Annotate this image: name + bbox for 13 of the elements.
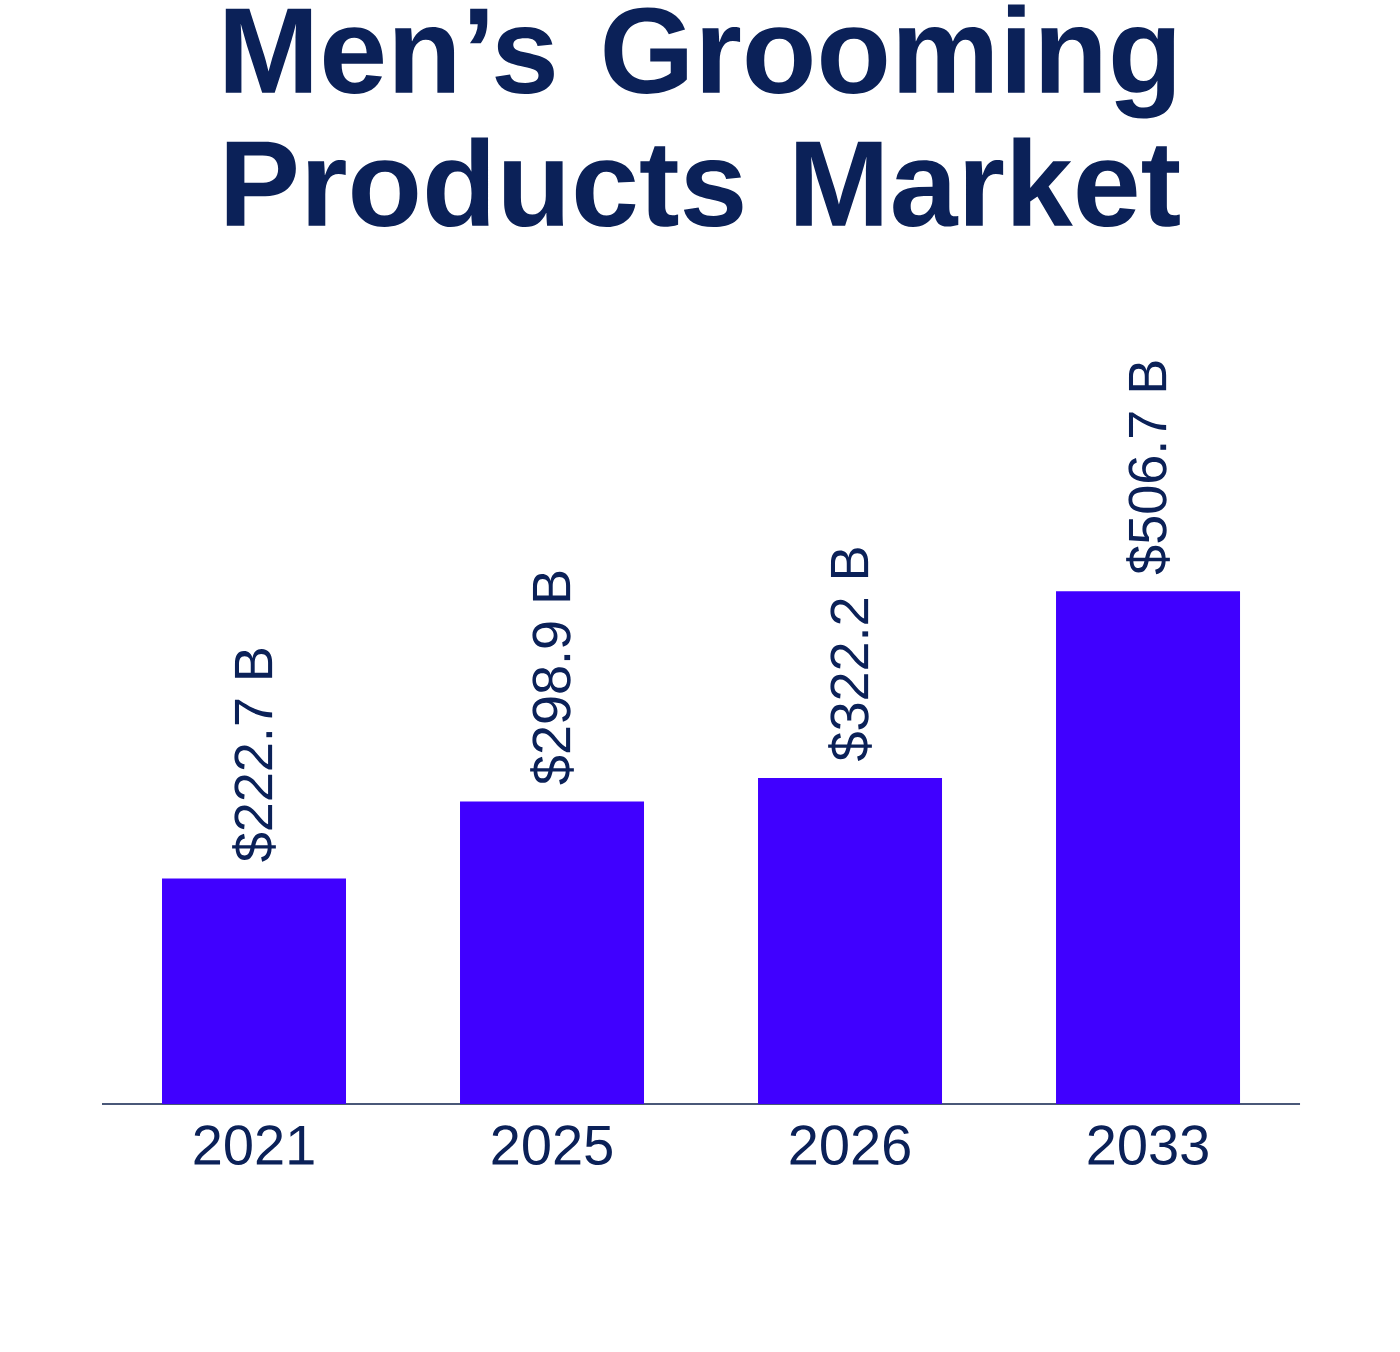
bar bbox=[460, 801, 645, 1104]
x-tick-label: 2025 bbox=[492, 1125, 612, 1165]
chart-title: Men’s Grooming Products Market bbox=[225, 4, 1180, 227]
bar bbox=[162, 878, 347, 1104]
data-label: $322.2 B bbox=[828, 548, 872, 761]
x-tick-label: 2033 bbox=[1088, 1125, 1208, 1165]
bar bbox=[758, 777, 943, 1104]
x-tick-label: 2021 bbox=[194, 1125, 314, 1165]
data-label: $298.9 B bbox=[530, 571, 574, 785]
data-label: $506.7 B bbox=[1126, 361, 1170, 575]
x-tick-label: 2026 bbox=[790, 1125, 910, 1165]
bar bbox=[1056, 591, 1241, 1104]
data-label: $222.7 B bbox=[232, 648, 276, 862]
